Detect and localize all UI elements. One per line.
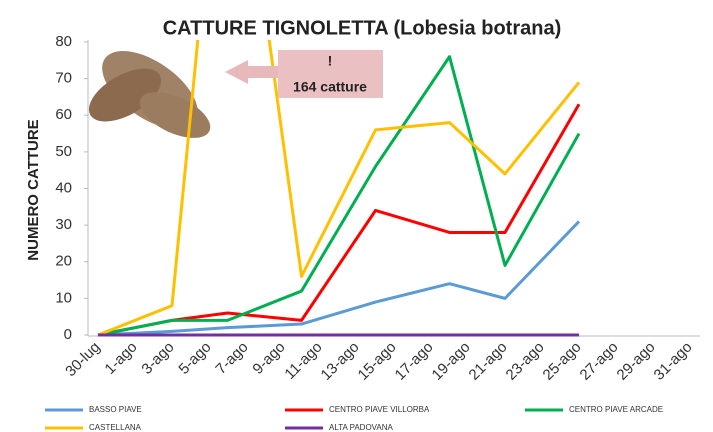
y-tick-label: 80 (55, 33, 72, 50)
y-tick-label: 20 (55, 253, 72, 270)
plot-area (97, 40, 581, 337)
y-tick-label: 50 (55, 143, 72, 160)
legend-label: BASSO PIAVE (89, 405, 142, 414)
y-axis-label: NUMERO CATTURE (25, 119, 42, 260)
legend-label: CASTELLANA (89, 423, 142, 432)
y-tick-label: 60 (55, 106, 72, 123)
legend-label: CENTRO PIAVE VILLORBA (329, 405, 430, 414)
y-tick-label: 40 (55, 179, 72, 196)
legend-label: ALTA PADOVANA (329, 423, 394, 432)
annotation-box (278, 50, 383, 98)
annotation-text: 164 catture (293, 79, 367, 95)
series-line (97, 220, 581, 337)
y-tick-label: 10 (55, 289, 72, 306)
y-tick-label: 30 (55, 216, 72, 233)
series-line (97, 55, 581, 337)
moth (88, 50, 211, 138)
annotation-text: ! (328, 53, 333, 69)
legend-label: CENTRO PIAVE ARCADE (569, 405, 663, 414)
y-tick-label: 0 (64, 326, 72, 343)
y-tick-label: 70 (55, 70, 72, 87)
chart-title: CATTURE TIGNOLETTA (Lobesia botrana) (163, 17, 562, 39)
series-line (97, 40, 581, 337)
annotation-arrow (225, 60, 278, 84)
